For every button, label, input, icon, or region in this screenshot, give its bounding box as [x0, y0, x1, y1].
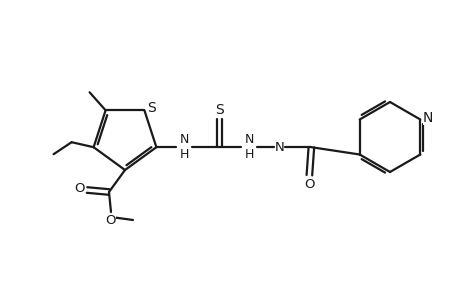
- Text: O: O: [106, 214, 116, 226]
- Text: N: N: [422, 110, 432, 124]
- Text: S: S: [147, 101, 156, 115]
- Text: N: N: [274, 141, 284, 154]
- Text: S: S: [214, 103, 223, 117]
- Text: O: O: [74, 182, 85, 196]
- Text: O: O: [303, 178, 314, 191]
- Text: N
H: N H: [244, 133, 253, 161]
- Text: N
H: N H: [179, 133, 189, 161]
